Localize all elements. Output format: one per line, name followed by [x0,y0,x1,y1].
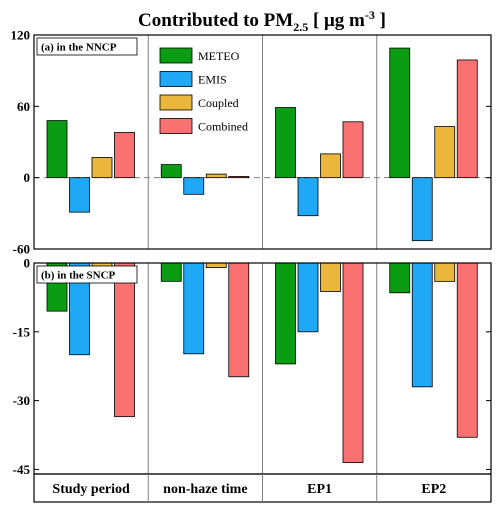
chart-title-superscript: -3 [365,8,375,22]
bar-emis-study-period [69,177,90,213]
legend-label-emis: EMIS [198,73,227,87]
bar-coupled-ep2 [434,262,456,282]
legend-swatch-meteo [159,47,193,64]
bar-emis-ep1 [297,177,319,217]
legend-swatch-combined [159,118,193,134]
category-label: non-haze time [163,482,247,497]
panel-label: (b) in the SNCP [36,265,138,284]
bar-emis-non-haze-time [183,262,205,355]
panel-label-text: (a) in the NNCP [41,42,117,54]
bar-combined-non-haze-time [228,262,250,378]
category-label: EP1 [307,482,332,497]
bar-meteo-study-period [46,120,68,179]
legend-swatch-emis [159,71,193,87]
y-tick-label: 60 [17,99,30,114]
category-label: Study period [52,482,130,497]
y-tick-label: 0 [24,170,31,185]
bar-emis-ep2 [411,262,433,388]
y-tick-label: 120 [11,28,31,43]
legend-label-meteo: METEO [198,49,240,63]
bar-meteo-ep2 [389,47,411,179]
y-tick-label: -15 [13,324,31,339]
bar-combined-ep2 [456,262,478,438]
bar-combined-study-period [114,132,135,179]
legend-swatch-coupled [159,94,193,111]
bar-coupled-ep2 [434,126,456,179]
y-tick-label: -45 [13,462,31,477]
legend-label-coupled: Coupled [198,96,239,110]
bar-combined-non-haze-time [228,176,250,179]
bar-combined-study-period [114,262,135,418]
chart-title-unit-close: ] [375,10,386,31]
bar-combined-ep1 [342,262,364,463]
bar-combined-ep2 [456,59,478,179]
bar-combined-ep1 [342,121,364,179]
category-label: EP2 [421,482,446,497]
bar-meteo-ep2 [389,262,411,294]
y-tick-label: -30 [13,393,30,408]
bar-emis-ep1 [297,262,319,333]
panel-b: -45 -30 -15 0 (b) in the SNCP [13,256,492,477]
bar-coupled-ep1 [320,262,341,292]
bar-coupled-ep1 [320,153,341,179]
chart-title-main: Contributed to PM [138,10,293,31]
y-tick-label: 0 [24,256,31,271]
bar-meteo-ep1 [275,107,296,179]
chart-title: Contributed to PM2.5 [ μg m-3 ] [138,8,386,34]
panel-frame [33,34,492,250]
bar-meteo-non-haze-time [160,164,182,179]
bar-emis-ep2 [411,177,433,242]
bar-coupled-study-period [91,157,113,179]
bar-coupled-non-haze-time [205,173,227,179]
panel-label-box [36,37,138,56]
legend-label-combined: Combined [198,120,248,134]
panel-label: (a) in the NNCP [36,37,138,56]
panel-label-box [36,265,138,284]
chart-title-subscript: 2.5 [293,20,308,34]
legend: METEO EMIS Coupled Combined [159,47,248,134]
bar-coupled-non-haze-time [205,262,227,268]
y-tick-label: -60 [13,242,30,257]
chart-title-unit: [ μg m [308,10,365,31]
bar-meteo-non-haze-time [160,262,182,282]
bar-meteo-ep1 [275,262,296,365]
panel-a: -60 0 60 120 (a) in the NNCP [11,28,492,257]
panel-label-text: (b) in the SNCP [41,270,116,282]
bar-emis-non-haze-time [183,177,205,195]
